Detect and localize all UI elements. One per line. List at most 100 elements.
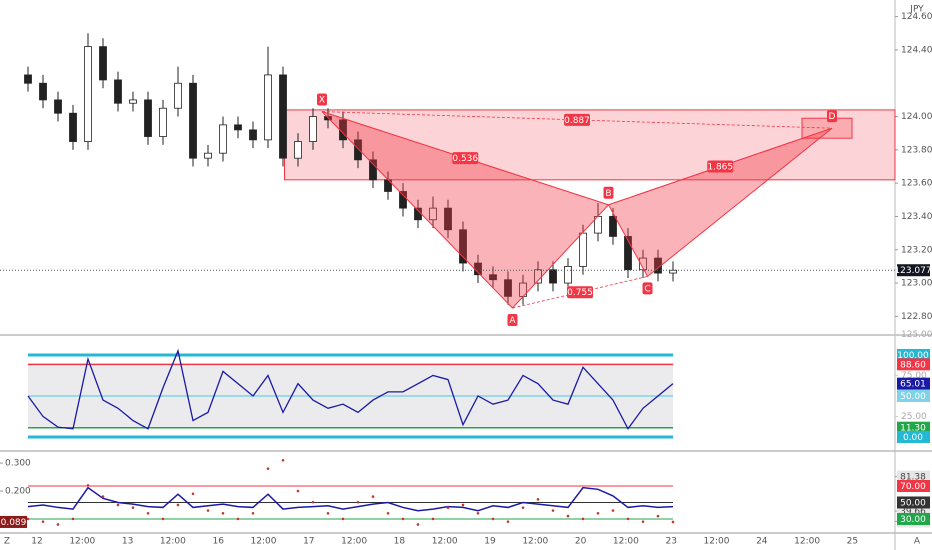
y-tick-label: 124.400 <box>901 45 932 55</box>
auto-button[interactable]: A <box>914 537 921 547</box>
ratio-box <box>452 152 479 165</box>
currency-label: JPY <box>909 5 924 15</box>
dot <box>296 489 300 493</box>
y-tick-label: 81.38 <box>900 473 926 483</box>
candle-body <box>279 74 287 159</box>
indicator-line <box>27 486 674 512</box>
y2-tick-label: 0.200 <box>5 486 31 496</box>
candle-body <box>309 116 317 142</box>
dot <box>611 509 615 512</box>
y-tick-label: 124.000 <box>901 112 932 122</box>
level-label-box <box>897 389 930 402</box>
y-tick-label: 123.800 <box>901 145 932 155</box>
oscillator-line <box>27 348 674 430</box>
x-tick-label: 12 <box>31 537 42 547</box>
y-tick-label: 123.200 <box>901 245 932 255</box>
dot <box>191 492 195 496</box>
candle-body <box>189 82 197 159</box>
x-tick-label: 12:00 <box>522 537 548 547</box>
dot <box>656 514 660 518</box>
x-tick-label: 12:00 <box>160 537 186 547</box>
candle-body <box>84 46 92 142</box>
ratio-label: 0.887 <box>564 116 590 126</box>
candle-body <box>609 216 617 237</box>
level-label: 50.00 <box>900 498 926 508</box>
dot <box>626 517 630 521</box>
y2-value-box <box>0 515 27 528</box>
x-tick-label: 17 <box>303 537 314 547</box>
dot <box>596 512 600 515</box>
level-label-box <box>897 512 930 525</box>
x-tick-label: 12:00 <box>704 537 730 547</box>
candle-body <box>114 79 122 104</box>
candle-body <box>69 112 77 142</box>
candle-body <box>129 99 137 104</box>
x-tick-label: 20 <box>575 537 587 547</box>
ratio-label: 1.865 <box>707 163 733 173</box>
oscillator-value-box <box>897 377 930 390</box>
x-tick-label: 13 <box>122 537 133 547</box>
dot <box>146 512 150 515</box>
dot <box>461 503 465 507</box>
y2-value-label: 0.089 <box>1 518 27 528</box>
point-box <box>603 186 614 199</box>
candle-body <box>159 107 167 137</box>
y-tick-label-box <box>897 470 930 483</box>
candle-body <box>219 124 227 154</box>
candle-body <box>549 269 557 284</box>
level-label: 0.00 <box>903 433 923 443</box>
oscillator-value: 65.01 <box>900 380 926 390</box>
level-label: 30.00 <box>900 515 926 525</box>
level-label-box <box>897 496 930 509</box>
candle-body <box>429 207 437 221</box>
y-tick-label: 122.800 <box>901 312 932 322</box>
dot <box>581 517 585 521</box>
dot <box>521 506 525 510</box>
x-tick-label: 12:00 <box>794 537 820 547</box>
dot <box>401 517 405 521</box>
dot <box>371 495 375 498</box>
point-box <box>642 282 653 295</box>
y-tick-label: 39.66 <box>900 507 926 517</box>
level-label-box <box>897 479 930 492</box>
candle-body <box>264 74 272 141</box>
dot <box>131 506 135 510</box>
point-box <box>507 314 518 327</box>
x-tick-label: 19 <box>484 537 496 547</box>
candle-body <box>504 279 512 297</box>
candle-body <box>294 141 302 159</box>
dot <box>641 520 645 523</box>
level-label: 11.30 <box>900 424 926 434</box>
dot <box>101 495 105 498</box>
candle-body <box>174 82 182 109</box>
ratio-box <box>707 160 734 173</box>
candle-body <box>234 124 242 131</box>
level-label: 50.00 <box>900 392 926 402</box>
candle-body <box>144 99 152 137</box>
dot <box>341 517 345 521</box>
candle-body <box>99 46 107 81</box>
candle-body <box>54 99 62 114</box>
level-label: 100.00 <box>897 351 929 361</box>
dot <box>206 509 210 512</box>
scale-button[interactable]: Z <box>4 537 10 547</box>
dot <box>386 512 390 515</box>
prz-box <box>801 117 853 139</box>
dot <box>221 512 225 515</box>
candle-body <box>459 229 467 264</box>
level-label-box <box>897 430 930 443</box>
y-tick-label: 75.00 <box>901 371 927 381</box>
dot <box>551 509 555 512</box>
dot <box>356 500 360 504</box>
ratio-label: 0.536 <box>452 154 478 164</box>
point-box <box>827 110 837 123</box>
last-price-label: 123.077 <box>894 266 931 276</box>
ratio-line <box>512 276 648 309</box>
point-label: B <box>605 189 611 199</box>
level-label-box <box>897 421 930 434</box>
dot <box>566 514 570 518</box>
ratio-box <box>567 286 593 299</box>
dot <box>506 520 510 523</box>
